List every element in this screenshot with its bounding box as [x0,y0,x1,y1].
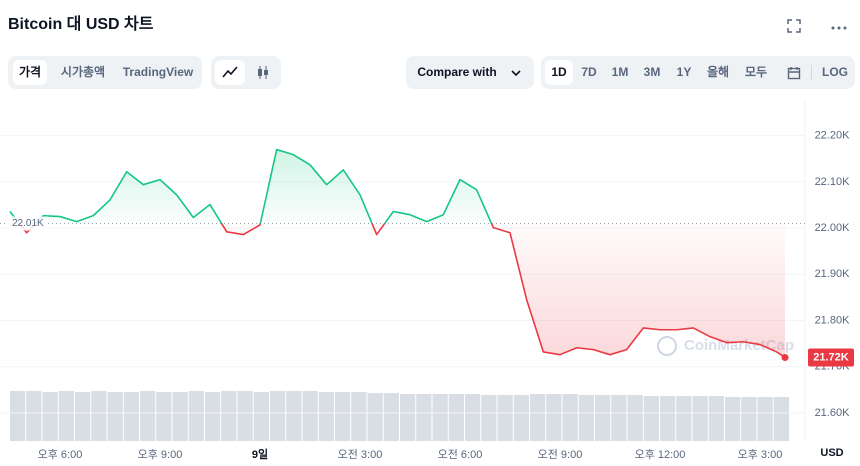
volume-bar [75,392,91,441]
separator [811,65,812,80]
calendar-icon[interactable] [787,66,801,80]
range-button[interactable]: 3M [643,65,661,79]
volume-bar [481,395,497,441]
reference-label: 22.01K [12,218,44,229]
volume-bar [448,394,464,441]
volume-bar [578,395,594,441]
volume-bar [123,392,139,441]
range-group: 1D 7D 1M 3M 1Y 올해 모두 LOG [541,56,855,89]
volume-bar [432,394,448,441]
volume-bar [221,391,237,441]
watermark-logo [657,336,677,356]
volume-bar [741,397,757,441]
volume-bar [270,391,286,441]
price-badge-label: 21.72K [813,351,849,363]
y-unit: USD [820,447,843,459]
tab[interactable]: TradingView [122,65,194,79]
price-badge [808,348,854,367]
volume-bar [286,391,302,441]
volume-bar [26,391,42,441]
x-tick-label: 오후 3:00 [738,448,783,461]
range-button[interactable]: 1D [545,60,573,85]
volume-bar [562,394,578,441]
volume-bar [660,396,676,441]
y-tick-label: 21.60K [815,407,851,419]
volume-bar [611,395,627,441]
volume-bar [383,393,399,441]
volume-bar [676,396,692,441]
volume-bar [253,392,269,441]
y-tick-label: 21.90K [815,268,851,280]
volume-bar [140,391,156,441]
fullscreen-icon[interactable] [787,19,801,33]
x-tick-label: 오후 9:00 [138,448,183,461]
volume-bar [725,397,741,441]
chevron [511,70,521,77]
volume-bar [416,394,432,441]
volume-bar [692,396,708,441]
tab-group: 가격 시가총액 TradingView [8,56,202,89]
volume-bar [773,397,789,441]
volume-bar [335,392,351,441]
y-tick-label: 22.10K [815,176,851,188]
volume-bar [107,392,123,441]
y-tick-label: 21.80K [815,314,851,326]
reference-label-bg [8,216,48,231]
log-button[interactable]: LOG [822,65,848,79]
volume-bar [546,394,562,441]
tab[interactable]: 시가총액 [60,65,106,79]
volume-bar [10,391,26,441]
last-point [781,353,789,361]
volume-bar [530,394,546,441]
volume-bar [351,392,367,441]
chart-type-group [211,56,281,89]
volume-bar [42,392,58,441]
y-tick-label: 22.20K [815,130,851,142]
volume-bar [757,397,773,441]
range-button[interactable]: 올해 [706,65,730,79]
x-tick-label: 오후 6:00 [38,448,83,461]
candle-chart-button[interactable] [248,60,278,85]
y-tick-label: 22.00K [815,222,851,234]
range-button[interactable]: 1M [611,65,629,79]
top-icons [787,19,847,33]
volume-bar [497,395,513,441]
compare-dropdown[interactable]: Compare with [406,56,534,89]
volume-bar [237,391,253,441]
volume-bar [595,395,611,441]
volume-bar [205,392,221,441]
range-button[interactable]: 7D [581,65,597,79]
volume-bar [318,392,334,441]
more-icon[interactable] [831,26,847,30]
line-chart-button[interactable] [215,60,245,85]
x-tick-label: 오후 12:00 [635,448,686,461]
volume-bar [465,394,481,441]
x-tick-label: 9일 [252,447,268,461]
x-tick-label: 오전 9:00 [538,448,583,461]
volume-bar [627,395,643,441]
x-tick-label: 오전 6:00 [438,448,483,461]
area-fill [10,149,785,358]
volume-bar [400,394,416,441]
range-button[interactable]: 모두 [744,65,768,79]
volume-bar [708,396,724,441]
volume-bar [367,393,383,441]
x-tick-label: 오전 3:00 [338,448,383,461]
compare-label: Compare with [417,65,497,79]
title: Bitcoin 대 USD 차트 [8,16,154,33]
volume-bar [643,396,659,441]
price-line [9,148,786,359]
volume-bar [513,395,529,441]
range-button[interactable]: 1Y [676,65,692,79]
volume-bar [58,391,74,441]
volume-bar [188,391,204,441]
volume-bar [302,391,318,441]
volume-bar [91,391,107,441]
volume-bar [172,392,188,441]
volume-bar [156,392,172,441]
tab[interactable]: 가격 [13,60,47,85]
